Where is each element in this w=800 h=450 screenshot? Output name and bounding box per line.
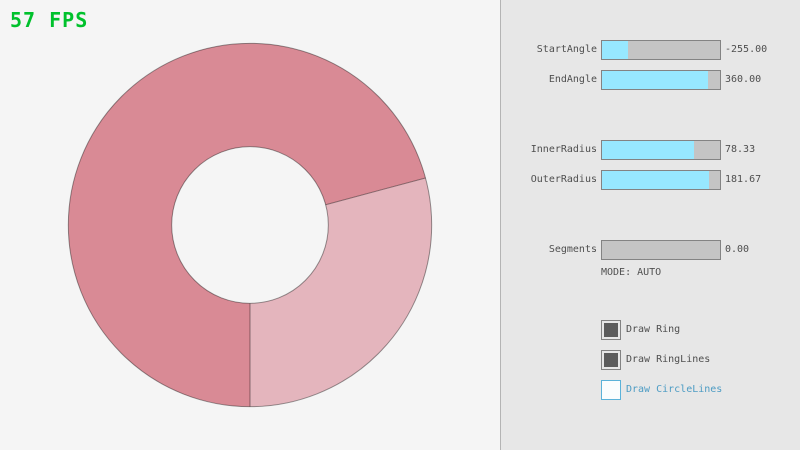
draw-ringlines-label: Draw RingLines [626,354,711,365]
draw-ringlines-checkbox[interactable] [601,350,621,370]
segments-mode-label: MODE: AUTO [601,267,662,278]
ring-boundary-line [325,177,426,206]
segments-label: Segments [548,244,597,255]
ring-chart [67,42,433,408]
inner-radius-row: InnerRadius 78.33 [501,140,800,160]
ring-segment-single-pass [250,177,432,407]
draw-ring-checkbox[interactable] [601,320,621,340]
start-angle-label: StartAngle [536,44,597,55]
end-angle-row: EndAngle 360.00 [501,70,800,90]
end-angle-slider[interactable] [601,70,721,90]
outer-radius-label: OuterRadius [530,174,597,185]
ring-inner-outline [171,146,329,304]
segments-value: 0.00 [725,244,750,255]
draw-circlelines-row: Draw CircleLines [601,380,722,400]
inner-radius-label: InnerRadius [530,144,597,155]
inner-radius-slider-fill [602,141,695,159]
fps-counter: 57 FPS [10,8,89,32]
segments-slider[interactable] [601,240,721,260]
start-angle-row: StartAngle -255.00 [501,40,800,60]
inner-radius-slider[interactable] [601,140,721,160]
controls-panel: StartAngle -255.00 EndAngle 360.00 Inner… [500,0,800,450]
ring-segment-double-pass [68,43,426,407]
end-angle-slider-fill [602,71,709,89]
outer-radius-row: OuterRadius 181.67 [501,170,800,190]
start-angle-slider[interactable] [601,40,721,60]
outer-radius-slider-fill [602,171,710,189]
start-angle-value: -255.00 [725,44,768,55]
draw-ring-row: Draw Ring [601,320,680,340]
draw-circlelines-label: Draw CircleLines [626,384,723,395]
ring-outer-outline [67,42,433,408]
segments-row: Segments 0.00 [501,240,800,260]
inner-radius-value: 78.33 [725,144,756,155]
end-angle-value: 360.00 [725,74,762,85]
draw-circlelines-checkbox[interactable] [601,380,621,400]
end-angle-label: EndAngle [548,74,597,85]
start-angle-slider-fill [602,41,628,59]
draw-ringlines-row: Draw RingLines [601,350,710,370]
outer-radius-slider[interactable] [601,170,721,190]
draw-ring-label: Draw Ring [626,324,681,335]
outer-radius-value: 181.67 [725,174,762,185]
